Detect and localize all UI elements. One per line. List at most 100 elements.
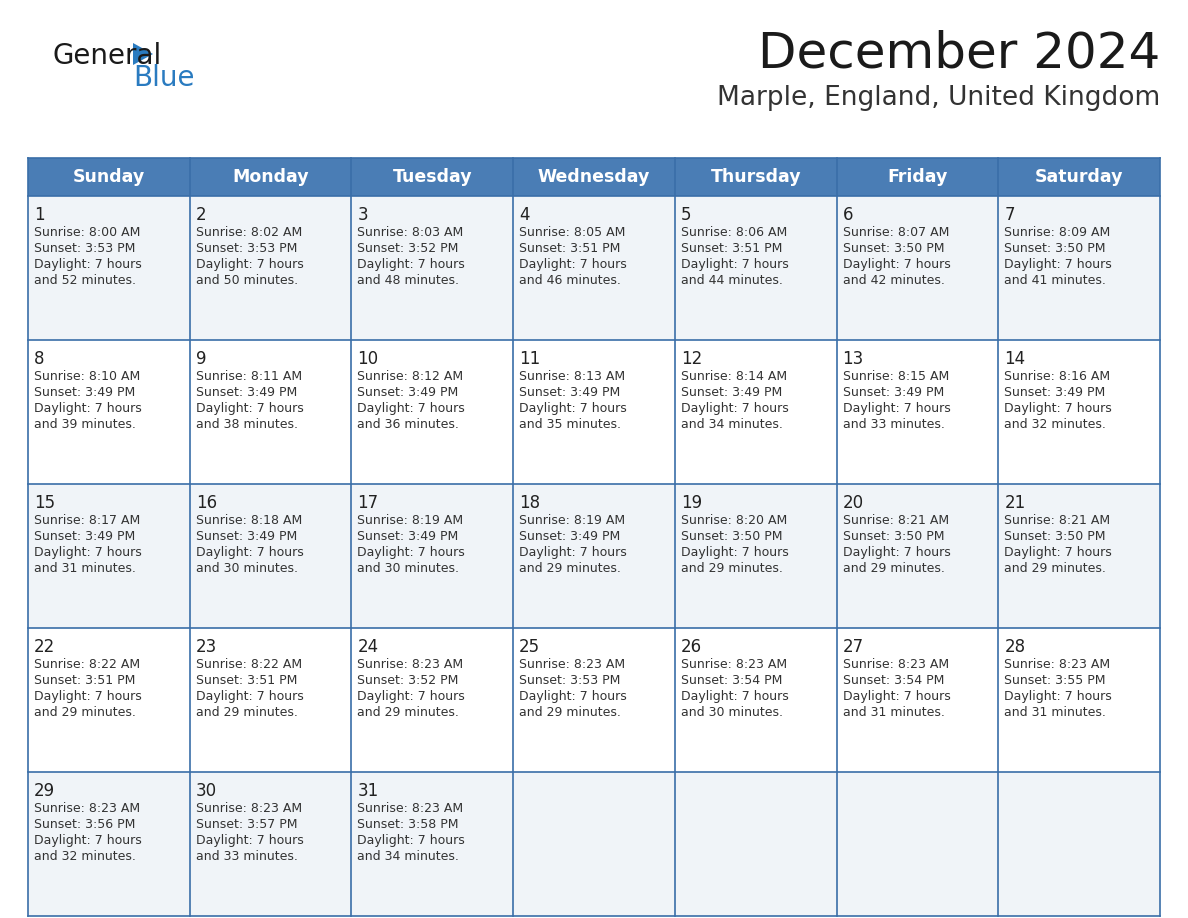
Text: Sunset: 3:49 PM: Sunset: 3:49 PM bbox=[358, 386, 459, 399]
Text: 9: 9 bbox=[196, 350, 207, 368]
Text: December 2024: December 2024 bbox=[758, 30, 1159, 78]
Text: Daylight: 7 hours: Daylight: 7 hours bbox=[196, 402, 303, 415]
Text: Sunrise: 8:23 AM: Sunrise: 8:23 AM bbox=[1004, 658, 1111, 671]
Text: Sunset: 3:51 PM: Sunset: 3:51 PM bbox=[519, 242, 620, 255]
Text: and 42 minutes.: and 42 minutes. bbox=[842, 274, 944, 287]
Text: Sunset: 3:49 PM: Sunset: 3:49 PM bbox=[34, 530, 135, 543]
Text: Daylight: 7 hours: Daylight: 7 hours bbox=[196, 546, 303, 559]
Bar bbox=[513, 196, 675, 340]
Text: and 29 minutes.: and 29 minutes. bbox=[519, 706, 621, 719]
Text: Sunrise: 8:05 AM: Sunrise: 8:05 AM bbox=[519, 226, 626, 239]
Bar bbox=[513, 772, 675, 916]
Text: 18: 18 bbox=[519, 494, 541, 512]
Text: Daylight: 7 hours: Daylight: 7 hours bbox=[34, 834, 141, 847]
Text: Daylight: 7 hours: Daylight: 7 hours bbox=[842, 546, 950, 559]
Text: 1: 1 bbox=[34, 206, 45, 224]
Text: Sunset: 3:53 PM: Sunset: 3:53 PM bbox=[519, 674, 620, 687]
Text: Daylight: 7 hours: Daylight: 7 hours bbox=[1004, 258, 1112, 271]
Bar bbox=[190, 340, 352, 484]
Text: 12: 12 bbox=[681, 350, 702, 368]
Bar bbox=[29, 196, 190, 340]
Bar bbox=[998, 628, 1159, 772]
Bar bbox=[352, 628, 513, 772]
Text: Daylight: 7 hours: Daylight: 7 hours bbox=[681, 258, 789, 271]
Bar bbox=[190, 158, 352, 196]
Bar bbox=[998, 484, 1159, 628]
Bar bbox=[190, 484, 352, 628]
Text: Sunset: 3:54 PM: Sunset: 3:54 PM bbox=[681, 674, 782, 687]
Text: Sunset: 3:54 PM: Sunset: 3:54 PM bbox=[842, 674, 944, 687]
Text: 26: 26 bbox=[681, 638, 702, 656]
Bar bbox=[675, 484, 836, 628]
Text: Daylight: 7 hours: Daylight: 7 hours bbox=[519, 690, 627, 703]
Text: Daylight: 7 hours: Daylight: 7 hours bbox=[681, 690, 789, 703]
Text: Sunset: 3:52 PM: Sunset: 3:52 PM bbox=[358, 674, 459, 687]
Bar bbox=[675, 628, 836, 772]
Text: Sunrise: 8:23 AM: Sunrise: 8:23 AM bbox=[196, 802, 302, 815]
Text: and 35 minutes.: and 35 minutes. bbox=[519, 418, 621, 431]
Bar bbox=[675, 340, 836, 484]
Bar bbox=[513, 628, 675, 772]
Text: Sunset: 3:49 PM: Sunset: 3:49 PM bbox=[196, 530, 297, 543]
Text: Sunrise: 8:21 AM: Sunrise: 8:21 AM bbox=[1004, 514, 1111, 527]
Text: Sunset: 3:50 PM: Sunset: 3:50 PM bbox=[1004, 530, 1106, 543]
Text: Sunset: 3:49 PM: Sunset: 3:49 PM bbox=[519, 530, 620, 543]
Text: Daylight: 7 hours: Daylight: 7 hours bbox=[358, 546, 466, 559]
Text: Sunrise: 8:16 AM: Sunrise: 8:16 AM bbox=[1004, 370, 1111, 383]
Text: Sunset: 3:53 PM: Sunset: 3:53 PM bbox=[196, 242, 297, 255]
Text: and 38 minutes.: and 38 minutes. bbox=[196, 418, 298, 431]
Bar bbox=[998, 340, 1159, 484]
Text: Sunset: 3:50 PM: Sunset: 3:50 PM bbox=[842, 530, 944, 543]
Text: Sunset: 3:49 PM: Sunset: 3:49 PM bbox=[681, 386, 782, 399]
Text: Sunrise: 8:17 AM: Sunrise: 8:17 AM bbox=[34, 514, 140, 527]
Text: and 33 minutes.: and 33 minutes. bbox=[842, 418, 944, 431]
Bar bbox=[998, 196, 1159, 340]
Text: Daylight: 7 hours: Daylight: 7 hours bbox=[1004, 546, 1112, 559]
Text: Daylight: 7 hours: Daylight: 7 hours bbox=[34, 690, 141, 703]
Text: 23: 23 bbox=[196, 638, 217, 656]
Text: and 36 minutes.: and 36 minutes. bbox=[358, 418, 460, 431]
Text: 5: 5 bbox=[681, 206, 691, 224]
Bar bbox=[675, 158, 836, 196]
Bar bbox=[836, 340, 998, 484]
Text: Sunrise: 8:22 AM: Sunrise: 8:22 AM bbox=[34, 658, 140, 671]
Text: Monday: Monday bbox=[233, 168, 309, 186]
Text: Sunrise: 8:06 AM: Sunrise: 8:06 AM bbox=[681, 226, 788, 239]
Text: Sunrise: 8:23 AM: Sunrise: 8:23 AM bbox=[842, 658, 949, 671]
Text: and 39 minutes.: and 39 minutes. bbox=[34, 418, 135, 431]
Bar bbox=[675, 772, 836, 916]
Text: Daylight: 7 hours: Daylight: 7 hours bbox=[34, 546, 141, 559]
Text: Sunset: 3:49 PM: Sunset: 3:49 PM bbox=[1004, 386, 1106, 399]
Bar bbox=[836, 158, 998, 196]
Text: and 41 minutes.: and 41 minutes. bbox=[1004, 274, 1106, 287]
Text: Sunset: 3:49 PM: Sunset: 3:49 PM bbox=[519, 386, 620, 399]
Text: Daylight: 7 hours: Daylight: 7 hours bbox=[358, 690, 466, 703]
Text: Daylight: 7 hours: Daylight: 7 hours bbox=[681, 546, 789, 559]
Text: Sunset: 3:52 PM: Sunset: 3:52 PM bbox=[358, 242, 459, 255]
Text: and 29 minutes.: and 29 minutes. bbox=[681, 562, 783, 575]
Text: Daylight: 7 hours: Daylight: 7 hours bbox=[358, 258, 466, 271]
Text: and 32 minutes.: and 32 minutes. bbox=[1004, 418, 1106, 431]
Text: Tuesday: Tuesday bbox=[392, 168, 472, 186]
Text: Daylight: 7 hours: Daylight: 7 hours bbox=[34, 258, 141, 271]
Text: Sunset: 3:55 PM: Sunset: 3:55 PM bbox=[1004, 674, 1106, 687]
Text: 8: 8 bbox=[34, 350, 44, 368]
Text: Sunset: 3:51 PM: Sunset: 3:51 PM bbox=[681, 242, 782, 255]
Text: 3: 3 bbox=[358, 206, 368, 224]
Text: Sunrise: 8:07 AM: Sunrise: 8:07 AM bbox=[842, 226, 949, 239]
Text: 16: 16 bbox=[196, 494, 217, 512]
Text: and 31 minutes.: and 31 minutes. bbox=[842, 706, 944, 719]
Text: Daylight: 7 hours: Daylight: 7 hours bbox=[842, 690, 950, 703]
Text: Sunday: Sunday bbox=[72, 168, 145, 186]
Text: 15: 15 bbox=[34, 494, 55, 512]
Bar bbox=[675, 196, 836, 340]
Text: Sunset: 3:49 PM: Sunset: 3:49 PM bbox=[358, 530, 459, 543]
Text: and 30 minutes.: and 30 minutes. bbox=[358, 562, 460, 575]
Text: Sunrise: 8:19 AM: Sunrise: 8:19 AM bbox=[519, 514, 625, 527]
Text: Sunrise: 8:19 AM: Sunrise: 8:19 AM bbox=[358, 514, 463, 527]
Text: Daylight: 7 hours: Daylight: 7 hours bbox=[196, 258, 303, 271]
Bar bbox=[190, 196, 352, 340]
Text: Sunrise: 8:23 AM: Sunrise: 8:23 AM bbox=[358, 802, 463, 815]
Bar bbox=[836, 628, 998, 772]
Bar bbox=[29, 158, 190, 196]
